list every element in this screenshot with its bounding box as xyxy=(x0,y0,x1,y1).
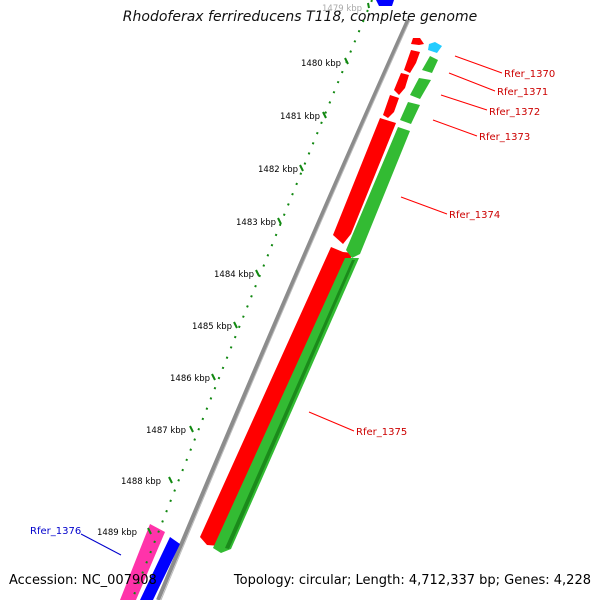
gene-rfer-1373-arrow[interactable] xyxy=(383,95,399,118)
gene-label-rfer-1371[interactable]: Rfer_1371 xyxy=(497,87,548,98)
gene-reverse-2-arrow[interactable] xyxy=(410,78,431,99)
leader-line-rfer-1374 xyxy=(400,196,448,215)
gene-label-rfer-1376[interactable]: Rfer_1376 xyxy=(30,526,81,537)
accession-label: Accession: xyxy=(9,573,78,588)
accession-value: NC_007908 xyxy=(81,573,157,588)
topology-text: Topology: circular; Length: 4,712,337 bp… xyxy=(233,573,591,588)
forward-cds-track xyxy=(200,38,424,546)
gene-label-rfer-1375[interactable]: Rfer_1375 xyxy=(356,427,407,438)
gene-rfer-1374-arrow[interactable] xyxy=(333,118,396,244)
gene-reverse-3-arrow[interactable] xyxy=(400,102,420,124)
accession-text: Accession: NC_007908 xyxy=(9,573,157,588)
tick-label: 1479 kbp xyxy=(322,4,362,14)
gene-reverse-1-arrow[interactable] xyxy=(422,56,438,73)
leader-line-rfer-1375 xyxy=(308,411,355,432)
tick-label: 1489 kbp xyxy=(97,528,137,538)
genome-backbone-shadow xyxy=(160,19,411,600)
gene-rfer-1375-arrow[interactable] xyxy=(200,247,353,546)
tick-label: 1481 kbp xyxy=(280,112,320,122)
leader-line-rfer-1371 xyxy=(448,72,496,92)
scale-ticks xyxy=(147,2,370,535)
tick-label: 1484 kbp xyxy=(214,270,254,280)
gene-label-rfer-1373[interactable]: Rfer_1373 xyxy=(479,132,530,143)
genome-backbone xyxy=(156,19,410,600)
reverse-cds-track xyxy=(213,56,438,553)
leader-line-rfer-1373 xyxy=(432,119,478,137)
gene-blue-top-arrow[interactable] xyxy=(376,0,394,6)
tick-label: 1488 kbp xyxy=(121,477,161,487)
leader-line-rfer-1370 xyxy=(454,55,503,74)
gene-label-rfer-1372[interactable]: Rfer_1372 xyxy=(489,107,540,118)
gene-label-rfer-1374[interactable]: Rfer_1374 xyxy=(449,210,500,221)
gene-reverse-4-arrow[interactable] xyxy=(346,127,410,258)
tick-label: 1486 kbp xyxy=(170,374,210,384)
tick-label: 1487 kbp xyxy=(146,426,186,436)
map-title: Rhodoferax ferrireducens T118, complete … xyxy=(122,9,478,25)
gene-rfer-1376-arrow[interactable] xyxy=(120,524,165,600)
gene-label-rfer-1370[interactable]: Rfer_1370 xyxy=(504,69,555,80)
gene-rfer-1370-arrow[interactable] xyxy=(411,38,424,45)
gene-rfer-1372-arrow[interactable] xyxy=(394,73,409,95)
tick-label: 1482 kbp xyxy=(258,165,298,175)
tick-label: 1480 kbp xyxy=(301,59,341,69)
tick-label: 1485 kbp xyxy=(192,322,232,332)
tick-label: 1483 kbp xyxy=(236,218,276,228)
gene-reverse-5-shade xyxy=(225,260,355,549)
leader-line-rfer-1376 xyxy=(80,533,122,556)
leader-line-rfer-1372 xyxy=(440,94,488,111)
gene-cyan-arrow[interactable] xyxy=(428,42,442,53)
gene-rfer-1371-arrow[interactable] xyxy=(404,50,420,73)
gene-blue-bottom-arrow[interactable] xyxy=(140,537,180,600)
